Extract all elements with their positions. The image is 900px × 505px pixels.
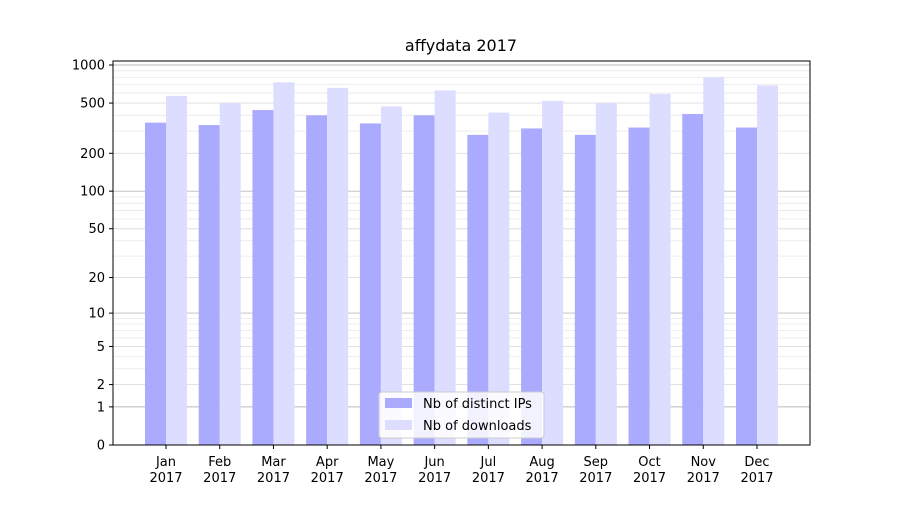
x-tick-label-year: 2017	[633, 471, 666, 486]
bar-distinct-ips	[682, 113, 704, 445]
bar-distinct-ips	[145, 122, 166, 445]
legend-label-downloads: Nb of downloads	[423, 419, 532, 434]
bar-downloads	[273, 82, 295, 445]
x-tick-label-month: Oct	[638, 455, 660, 470]
y-tick-label: 10	[88, 307, 105, 322]
y-tick-label: 200	[80, 147, 105, 162]
legend-label-distinct-ips: Nb of distinct IPs	[423, 397, 532, 412]
bar-downloads	[649, 93, 671, 446]
bar-distinct-ips	[467, 134, 489, 445]
x-tick-label-month: Jul	[480, 455, 497, 470]
bar-downloads	[219, 103, 241, 445]
legend: Nb of distinct IPs Nb of downloads	[378, 391, 545, 439]
x-tick-label-year: 2017	[579, 471, 612, 486]
bar-downloads	[703, 77, 725, 445]
x-tick-label-year: 2017	[526, 471, 559, 486]
y-tick-label: 50	[88, 222, 105, 237]
legend-swatch-downloads	[385, 420, 412, 430]
bar-distinct-ips	[521, 128, 543, 446]
x-tick-label-month: Jan	[155, 455, 176, 470]
x-tick-label-month: Aug	[529, 455, 554, 470]
x-tick-label-month: Dec	[744, 455, 769, 470]
bar-distinct-ips	[574, 134, 596, 445]
y-tick-label: 20	[88, 271, 105, 286]
y-tick-label: 0	[97, 439, 105, 454]
x-tick-label-month: Sep	[584, 455, 609, 470]
x-tick-label-year: 2017	[687, 471, 720, 486]
bar-downloads	[542, 100, 564, 446]
y-tick-label: 500	[80, 97, 105, 112]
bar-downloads	[757, 85, 778, 445]
x-tick-label-month: Jun	[423, 455, 444, 470]
x-tick-label-year: 2017	[364, 471, 397, 486]
bar-downloads	[434, 90, 456, 446]
x-tick-label-month: Feb	[208, 455, 231, 470]
legend-swatch-distinct-ips	[385, 398, 412, 408]
plot-frame	[112, 60, 811, 446]
x-axis-ticks: Jan2017Feb2017Mar2017Apr2017May2017Jun20…	[149, 445, 774, 486]
bar-downloads	[166, 95, 187, 445]
x-tick-label-year: 2017	[472, 471, 505, 486]
bar-downloads	[327, 87, 349, 445]
bar-downloads	[488, 112, 510, 445]
bar-distinct-ips	[198, 125, 220, 445]
bar-downloads	[595, 103, 617, 445]
bar-distinct-ips	[413, 115, 435, 445]
bar-distinct-ips	[306, 115, 328, 445]
bar-distinct-ips	[359, 123, 381, 445]
x-tick-label-year: 2017	[311, 471, 344, 486]
x-tick-label-year: 2017	[203, 471, 236, 486]
y-axis-ticks: 0 1 2 5 10 20 50 100 200 500 1000	[72, 59, 113, 454]
y-tick-label: 2	[97, 378, 105, 393]
x-tick-label-year: 2017	[418, 471, 451, 486]
x-tick-label-year: 2017	[257, 471, 290, 486]
x-tick-label-month: Apr	[316, 455, 339, 470]
x-tick-label-month: Mar	[261, 455, 286, 470]
y-tick-label: 100	[80, 185, 105, 200]
y-tick-label: 1	[97, 400, 105, 415]
bar-downloads	[380, 106, 402, 445]
bars	[145, 77, 778, 446]
x-tick-label-year: 2017	[740, 471, 773, 486]
chart-title: affydata 2017	[405, 36, 517, 55]
x-tick-label-month: Nov	[691, 455, 717, 470]
x-tick-label-year: 2017	[149, 471, 182, 486]
bar-distinct-ips	[252, 110, 274, 445]
x-tick-label-month: May	[367, 455, 394, 470]
y-tick-label: 5	[97, 340, 105, 355]
bar-distinct-ips	[736, 127, 757, 445]
bar-distinct-ips	[628, 127, 650, 445]
y-tick-label: 1000	[72, 59, 105, 74]
legend-box	[378, 391, 545, 439]
